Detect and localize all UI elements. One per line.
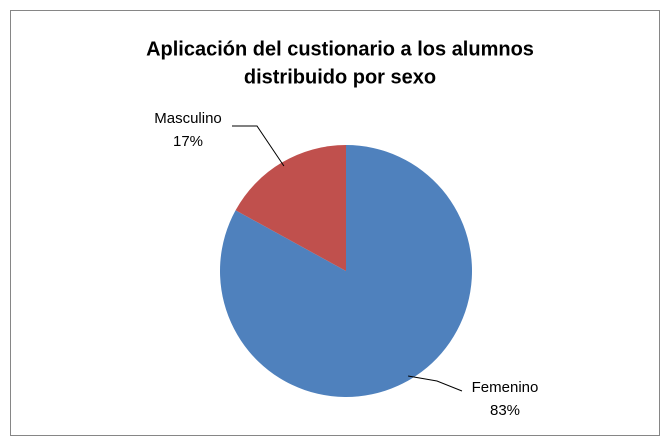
leader-line [408, 375, 463, 392]
data-label-category: Masculino [154, 110, 222, 127]
chart-title: distribuido por sexo [244, 66, 436, 88]
data-label-value: 83% [490, 402, 520, 419]
chart-title: Aplicación del custionario a los alumnos [146, 38, 534, 60]
data-label-category: Femenino [472, 379, 539, 396]
data-label-value: 17% [173, 133, 203, 150]
pie-slice [235, 145, 346, 271]
leader-line [232, 125, 285, 167]
